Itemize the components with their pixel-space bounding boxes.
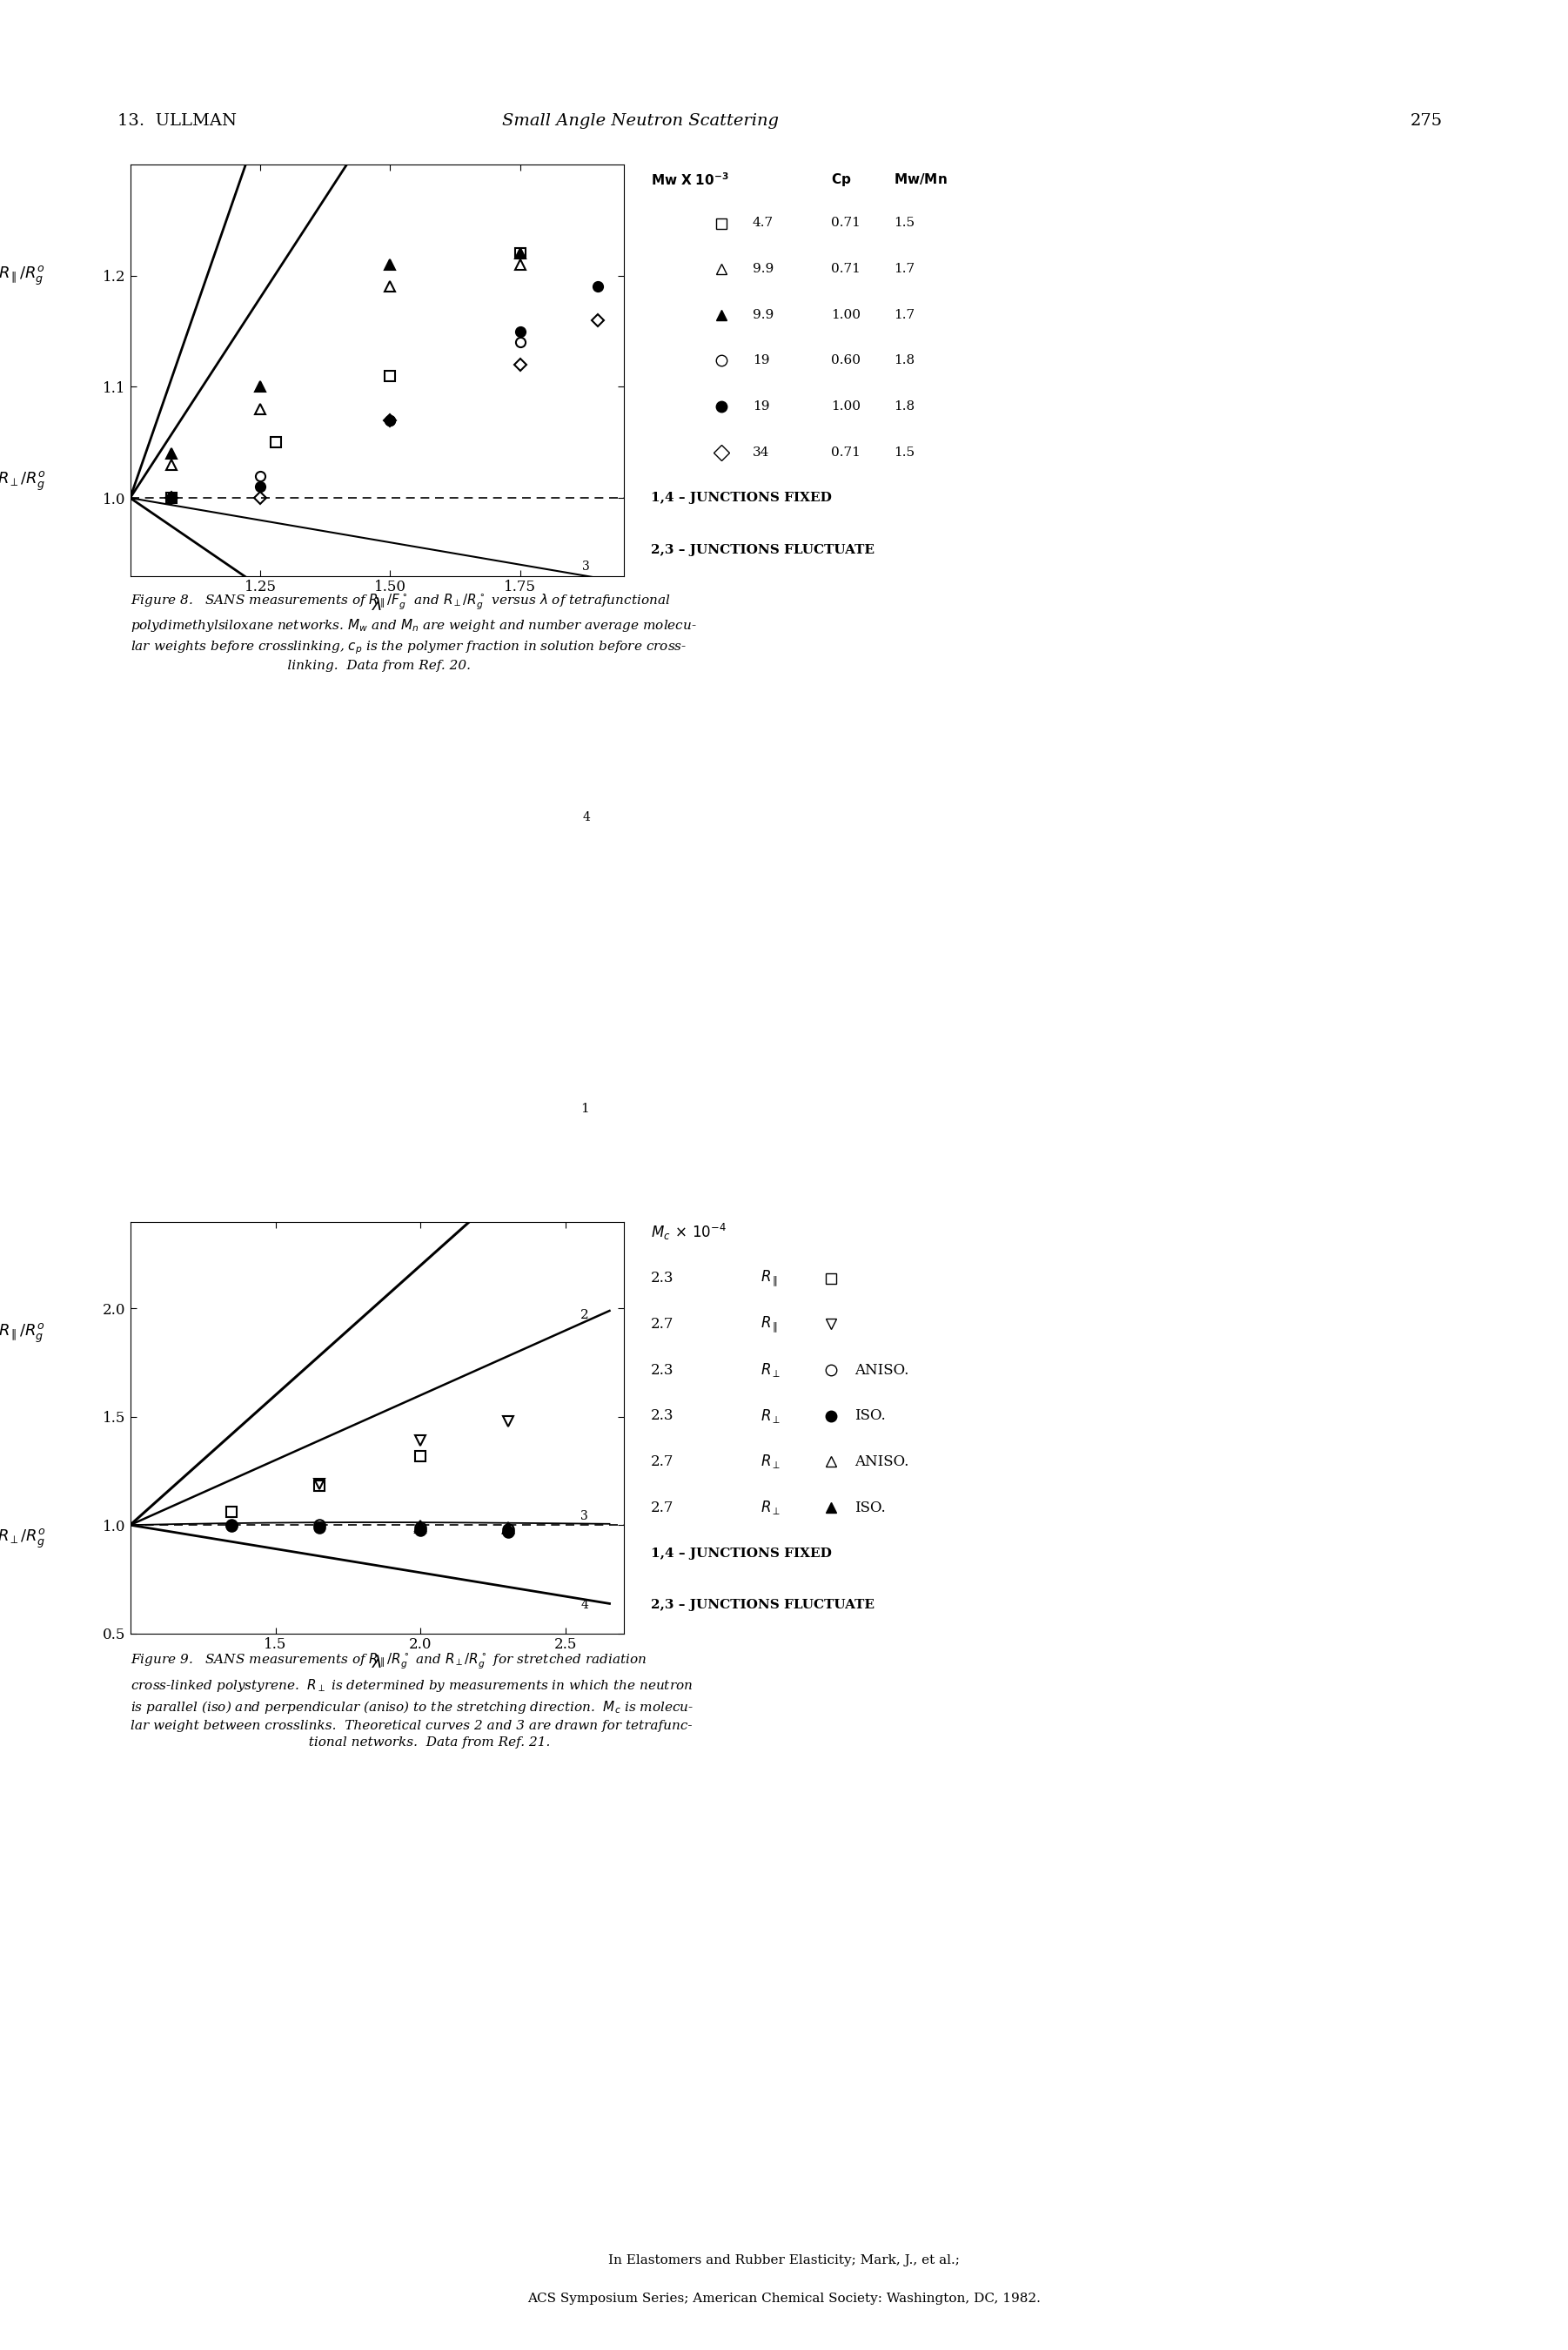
Text: 3: 3 [580,1509,588,1523]
Text: $R_{\perp}/ R_g^o$: $R_{\perp}/ R_g^o$ [0,1528,45,1551]
Text: $R_{\parallel}/ R_g^o$: $R_{\parallel}/ R_g^o$ [0,1321,44,1344]
Text: 1.00: 1.00 [831,308,861,322]
Text: 13.  ULLMAN: 13. ULLMAN [118,113,237,129]
Text: 1,4 – JUNCTIONS FIXED: 1,4 – JUNCTIONS FIXED [651,1546,831,1560]
Text: 2,3 – JUNCTIONS FLUCTUATE: 2,3 – JUNCTIONS FLUCTUATE [651,543,875,557]
Text: 2.3: 2.3 [651,1408,674,1424]
Text: $\mathbf{Mw/Mn}$: $\mathbf{Mw/Mn}$ [894,172,947,186]
Text: 2.3: 2.3 [651,1271,674,1285]
Text: 1.5: 1.5 [894,446,914,458]
Text: 0.60: 0.60 [831,355,861,367]
Text: 0.71: 0.71 [831,263,861,275]
Text: 9.9: 9.9 [753,308,773,322]
X-axis label: $\lambda$: $\lambda$ [372,1654,383,1671]
Text: $\mathbf{Cp}$: $\mathbf{Cp}$ [831,172,851,188]
Text: ANISO.: ANISO. [855,1363,909,1377]
Text: $R_{\perp}$: $R_{\perp}$ [760,1408,781,1424]
Text: 1.8: 1.8 [894,355,914,367]
Text: $M_c\,\times\,10^{-4}$: $M_c\,\times\,10^{-4}$ [651,1222,726,1243]
Text: 1,4 – JUNCTIONS FIXED: 1,4 – JUNCTIONS FIXED [651,491,831,505]
Text: 2.7: 2.7 [651,1316,674,1332]
Text: ISO.: ISO. [855,1499,886,1516]
Text: ACS Symposium Series; American Chemical Society: Washington, DC, 1982.: ACS Symposium Series; American Chemical … [527,2291,1041,2305]
Text: 2,3 – JUNCTIONS FLUCTUATE: 2,3 – JUNCTIONS FLUCTUATE [651,1598,875,1612]
Text: 2.3: 2.3 [651,1363,674,1377]
Text: $R_{\parallel}$: $R_{\parallel}$ [760,1269,778,1288]
Text: 2.7: 2.7 [651,1455,674,1469]
Text: $R_{\perp}/ R_g^o$: $R_{\perp}/ R_g^o$ [0,470,45,494]
Text: 0.71: 0.71 [831,216,861,230]
Text: 4: 4 [582,811,590,822]
Text: 1: 1 [580,1102,590,1114]
Text: 1.8: 1.8 [894,400,914,414]
Text: 3: 3 [582,559,590,573]
Text: $R_{\parallel}$: $R_{\parallel}$ [760,1314,778,1335]
Text: 9.9: 9.9 [753,263,773,275]
Text: Figure 9.   SANS measurements of $R_{\parallel}/R_g^\circ$ and $R_\perp/R_g^\cir: Figure 9. SANS measurements of $R_{\para… [130,1652,693,1748]
Text: $\mathbf{Mw\ X\ 10^{-3}}$: $\mathbf{Mw\ X\ 10^{-3}}$ [651,172,729,188]
Text: In Elastomers and Rubber Elasticity; Mark, J., et al.;: In Elastomers and Rubber Elasticity; Mar… [608,2254,960,2268]
Text: 275: 275 [1410,113,1443,129]
Text: ANISO.: ANISO. [855,1455,909,1469]
X-axis label: $\lambda$: $\lambda$ [372,597,383,613]
Text: 1.5: 1.5 [894,216,914,230]
Text: 0.71: 0.71 [831,446,861,458]
Text: 4.7: 4.7 [753,216,773,230]
Text: 1.7: 1.7 [894,308,914,322]
Text: Figure 8.   SANS measurements of $R_{\parallel}/F_g^\circ$ and $R_\perp/R_g^\cir: Figure 8. SANS measurements of $R_{\para… [130,592,696,672]
Text: 2: 2 [580,1309,590,1321]
Text: 34: 34 [753,446,770,458]
Text: 19: 19 [753,400,770,414]
Text: 19: 19 [753,355,770,367]
Text: $R_{\perp}$: $R_{\perp}$ [760,1452,781,1471]
Text: 4: 4 [580,1598,588,1612]
Text: 1.00: 1.00 [831,400,861,414]
Text: Small Angle Neutron Scattering: Small Angle Neutron Scattering [502,113,778,129]
Text: $R_{\perp}$: $R_{\perp}$ [760,1361,781,1379]
Text: 2.7: 2.7 [651,1499,674,1516]
Text: 1.7: 1.7 [894,263,914,275]
Text: ISO.: ISO. [855,1408,886,1424]
Text: $R_{\perp}$: $R_{\perp}$ [760,1499,781,1516]
Text: $R_{\parallel}/ R_g^o$: $R_{\parallel}/ R_g^o$ [0,263,44,287]
